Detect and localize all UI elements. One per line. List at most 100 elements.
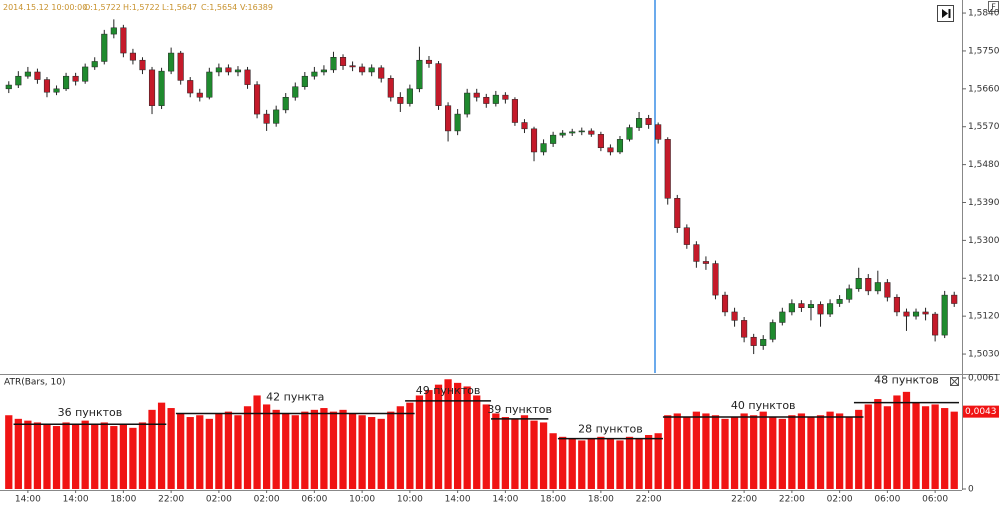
atr-bar	[578, 440, 586, 489]
y-tick-label: 0,00617...	[968, 374, 1000, 384]
atr-bar	[62, 422, 70, 489]
info-high: H:1,5722	[123, 3, 160, 12]
y-tick-label: 1,5840	[968, 9, 1000, 19]
candle-body	[655, 124, 662, 140]
indicator-title: ATR(Bars, 10)	[4, 378, 65, 388]
atr-bar	[950, 411, 958, 489]
candle-body	[454, 113, 461, 132]
candle-body	[483, 96, 490, 104]
atr-bar	[24, 420, 32, 489]
candle-body	[836, 299, 843, 304]
candle-body	[43, 79, 51, 93]
candle-body	[912, 311, 920, 317]
atr-bar	[644, 435, 653, 489]
atr-bar	[52, 426, 61, 489]
atr-bar	[167, 408, 175, 489]
candle-body	[817, 304, 824, 315]
x-tick-label: 06:00	[874, 495, 900, 505]
atr-bar	[358, 415, 366, 489]
level-annotation: 28 пунктов	[578, 423, 643, 436]
candle-body	[53, 88, 60, 93]
atr-bar	[91, 424, 99, 489]
atr-bar	[492, 413, 500, 489]
candle-body	[349, 65, 356, 68]
atr-bar	[100, 422, 108, 489]
x-tick-label: 02:00	[254, 495, 280, 505]
button-icon	[942, 9, 948, 18]
atr-bar	[587, 438, 595, 489]
candle-body	[63, 75, 70, 90]
atr-bar	[855, 409, 863, 489]
y-tick-label: 1,5390	[968, 198, 1000, 208]
candle-body	[588, 130, 595, 135]
candle-body	[559, 132, 566, 136]
atr-bar	[43, 424, 51, 489]
level-annotation: 36 пунктов	[58, 406, 123, 419]
candle-body	[311, 71, 318, 77]
atr-bar	[788, 415, 796, 489]
candle-body	[846, 288, 853, 300]
atr-bar	[138, 422, 147, 489]
x-tick-label: 18:00	[588, 495, 614, 505]
candle-body	[540, 143, 547, 153]
x-tick-label: 14:00	[445, 495, 471, 505]
atr-bar	[310, 409, 319, 489]
menu-button[interactable]: F	[988, 1, 999, 12]
candle-body	[750, 336, 757, 346]
candle-body	[578, 130, 585, 133]
y-tick-label: 1,5660	[968, 84, 1000, 94]
candle-body	[292, 86, 299, 98]
candle-body	[148, 69, 156, 106]
atr-bar	[931, 404, 939, 489]
atr-bar	[845, 417, 853, 489]
atr-bar	[482, 404, 490, 489]
candle-body	[129, 52, 136, 61]
y-tick-label: 1,5570	[968, 122, 1000, 132]
candle-body	[387, 78, 394, 98]
atr-bar	[196, 415, 204, 489]
candle-body	[34, 71, 41, 80]
atr-bar	[568, 438, 576, 489]
atr-bar	[186, 417, 194, 489]
level-annotation: 39 пунктов	[487, 403, 552, 416]
y-tick-label: 1,5120	[968, 312, 1000, 322]
candle-body	[874, 282, 881, 292]
candle-body	[645, 118, 652, 125]
candle-body	[120, 27, 127, 54]
y-tick-label: 0	[968, 485, 974, 495]
candle-body	[769, 322, 776, 340]
level-annotation: 49 пунктов	[416, 384, 481, 397]
info-open: O:1,5722	[84, 3, 121, 12]
candle-body	[5, 84, 12, 90]
candle-body	[721, 294, 729, 313]
candle-body	[425, 59, 433, 64]
atr-bar	[625, 436, 634, 489]
x-tick-label: 18:00	[540, 495, 566, 505]
candle-body	[550, 134, 557, 144]
y-tick-label: 1,5030	[968, 350, 1000, 360]
atr-bar	[606, 438, 615, 489]
atr-bar	[14, 418, 22, 489]
atr-bar	[253, 395, 261, 489]
button-icon	[948, 9, 951, 18]
atr-bar	[205, 418, 213, 489]
candle-body	[702, 261, 709, 264]
scroll-end-button[interactable]	[937, 5, 954, 22]
atr-bar	[883, 406, 892, 489]
atr-bar	[348, 413, 357, 489]
atr-bar	[893, 395, 901, 489]
atr-bar	[539, 422, 548, 489]
candle-body	[435, 63, 442, 106]
close-panel-button[interactable]	[950, 377, 959, 386]
atr-bar	[730, 417, 739, 489]
atr-bar	[282, 413, 290, 489]
button-frame	[988, 1, 999, 12]
atr-bar	[129, 427, 137, 489]
button-label: F	[991, 3, 996, 12]
candle-body	[941, 294, 948, 336]
x-tick-label: 10:00	[397, 495, 423, 505]
candle-body	[196, 92, 203, 98]
atr-bar	[902, 391, 911, 489]
atr-bar	[453, 382, 462, 489]
candle-body	[368, 67, 375, 73]
